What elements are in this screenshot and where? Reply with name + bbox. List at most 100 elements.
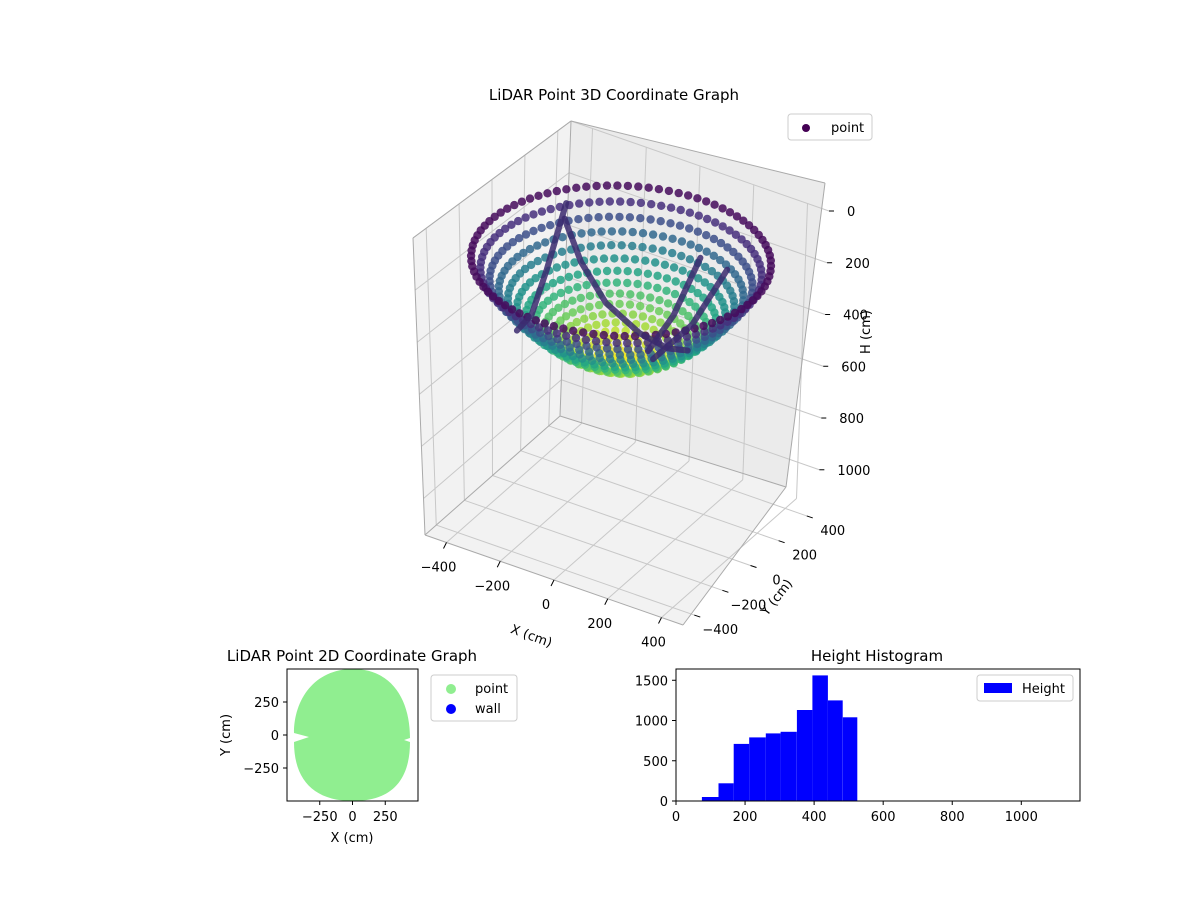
point-3d [658,232,668,241]
point-3d [599,330,608,340]
point-3d [628,241,637,251]
point-3d [592,267,602,276]
point-3d [677,251,686,261]
point-3d [675,221,685,230]
legend-histogram-frame [976,674,1074,702]
point-3d [702,197,711,206]
point-3d [723,243,732,252]
point-3d [658,246,667,255]
histogram-bar [780,731,797,801]
y-tick-label-2d: −250 [243,762,279,777]
point-3d [556,275,565,285]
histogram-bar [765,733,781,801]
point-3d [651,258,660,267]
histogram-bar [812,675,828,801]
point-3d [517,197,527,206]
axis-edge [682,486,787,626]
point-3d [514,234,524,243]
point-3d [594,300,604,310]
plot-3d: LiDAR Point 3D Coordinate Graph 02004006… [412,86,874,651]
point-3d [703,214,712,224]
axis-edge [785,182,826,488]
x-tick-label-hist: 600 [871,810,896,825]
point-3d [693,288,702,298]
point-3d [564,272,574,282]
point-3d [576,305,585,314]
point-3d [552,329,561,338]
point-3d [573,270,582,279]
point-3d [662,274,672,283]
point-3d [623,278,632,288]
y-tick [722,589,729,593]
point-3d [494,296,503,306]
point-3d [647,200,656,209]
pane-floor [425,416,786,625]
point-3d [644,183,653,192]
point-3d [700,278,709,287]
point-3d [602,266,612,276]
point-3d [643,281,652,290]
point-3d [605,289,614,298]
point-3d [638,229,648,238]
legend-3d: point [787,113,873,141]
point-3d [569,326,578,335]
point-3d [582,182,591,191]
point-3d [626,290,635,299]
legend-3d-marker [802,124,810,132]
y-tick-label-hist: 1500 [635,674,668,689]
point-3d [648,230,658,239]
point-3d [625,213,635,222]
point-3d [677,237,687,246]
point-3d [707,318,717,328]
wall-trace-3d [645,254,704,355]
y-tick-label: −200 [731,598,767,613]
point-3d [612,338,621,348]
point-3d [534,191,543,200]
point-3d [607,227,617,236]
point-3d [582,280,591,290]
grid-line [436,524,695,616]
legend-histogram-swatch [984,683,1012,693]
point-3d [693,227,703,236]
point-3d [521,213,530,222]
point-3d [626,197,635,207]
y-tick-label-2d: 0 [271,729,279,744]
point-3d [646,215,655,224]
legend-2d-wall-label: wall [475,702,501,717]
wall-trace-3d [650,266,731,363]
point-3d [638,242,647,252]
point-3d [592,343,601,352]
point-3d [543,326,552,335]
point-3d [549,292,559,301]
point-3d [558,233,567,242]
histogram-bar [718,783,734,801]
point-3d [615,299,624,309]
point-3d [591,337,601,346]
point-3d [601,319,610,328]
x-tick-label-2d: −250 [302,810,338,825]
point-3d [699,321,708,331]
point-3d [710,200,719,209]
point-3d [582,341,591,351]
point-3d [618,227,627,236]
point-3d [602,338,611,347]
z-tick-labels: 0 200 400 600 800 1000 [819,205,870,479]
point-3d [655,296,664,305]
point-3d [662,286,671,295]
point-3d [709,251,718,260]
point-3d [616,197,625,206]
point-3d [693,194,702,203]
point-3d [612,278,622,287]
grid-line [492,475,751,566]
point-3d [657,201,666,210]
point-3d [585,198,594,207]
point-3d [646,293,655,302]
point-3d [587,228,596,237]
point-3d [572,317,581,327]
point-3d [654,185,664,194]
point-3d [572,183,581,192]
point-3d [643,269,653,278]
y-tick-label: 0 [772,574,780,589]
point-3d [577,229,586,238]
z-tick-label: 0 [847,205,855,220]
